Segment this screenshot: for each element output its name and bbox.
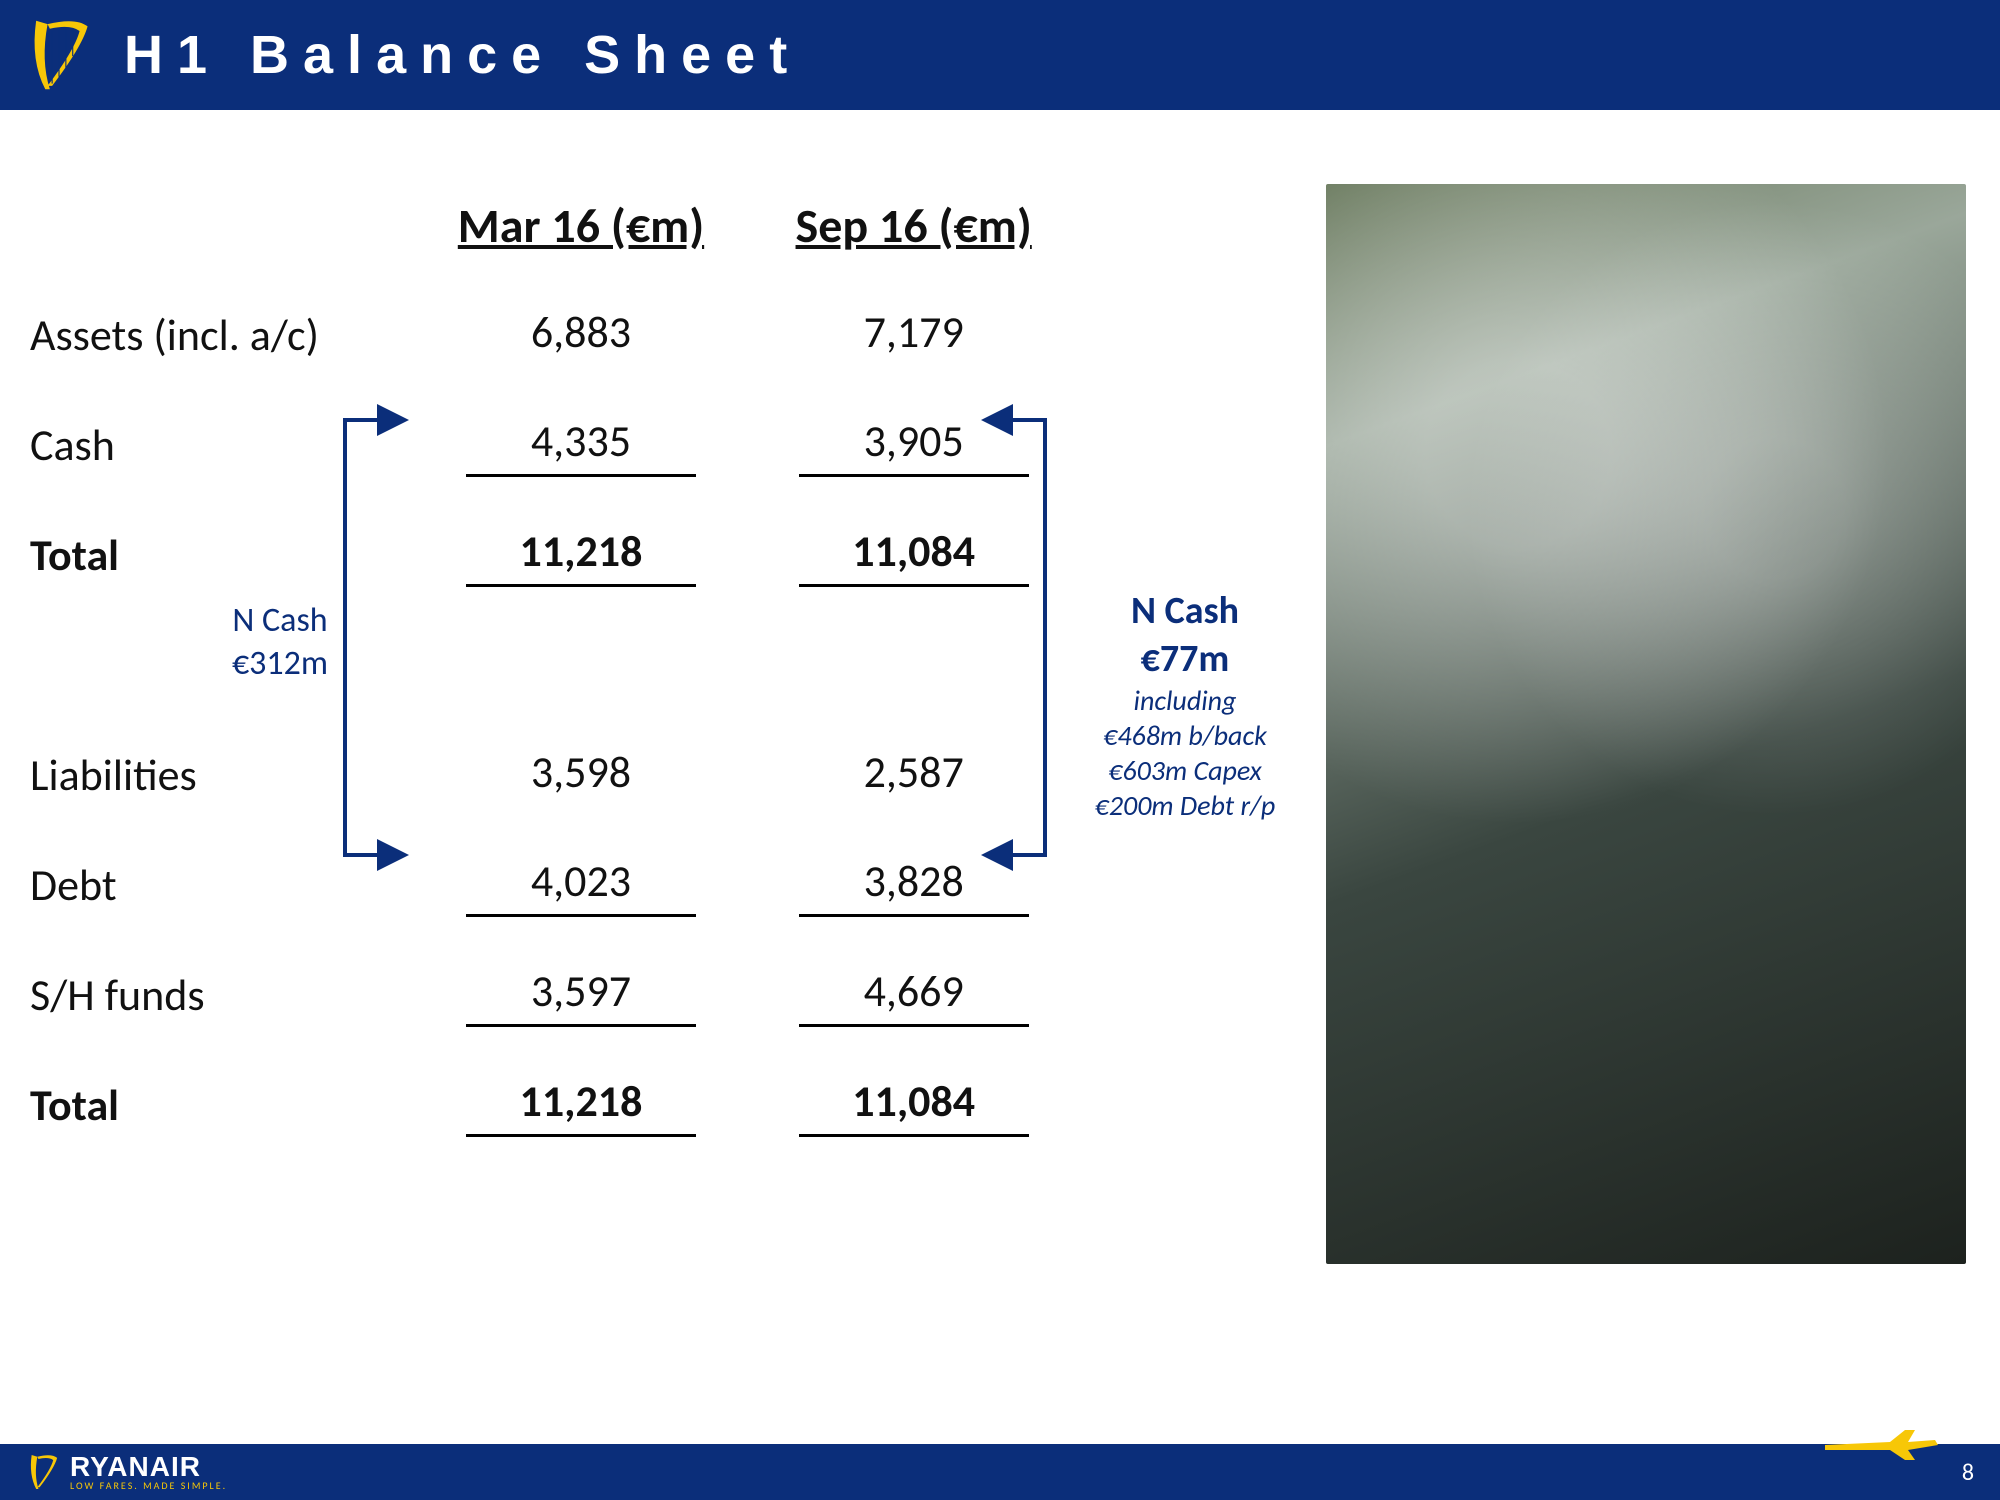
callout-text: €468m b/back [1070,718,1300,753]
row-label: Total [30,1050,415,1160]
header-bar: H1 Balance Sheet [0,0,2000,110]
callout-text: €603m Capex [1070,753,1300,788]
cell-value: 6,883 [415,280,748,390]
harp-icon [24,15,94,95]
callout-text: €77m [1070,636,1300,684]
row-label: Total [30,500,415,610]
cell-value: 7,179 [747,280,1080,390]
balance-sheet-table: Mar 16 (€m)Sep 16 (€m) Assets (incl. a/c)… [30,170,1080,1160]
brand-name: RYANAIR [70,1453,227,1481]
cell-value: 3,828 [747,830,1080,940]
row-label: Liabilities [30,720,415,830]
cell-value: 4,023 [415,830,748,940]
slide-title: H1 Balance Sheet [124,24,801,86]
row-label: Debt [30,830,415,940]
cell-value: 11,084 [747,500,1080,610]
footer-bar: RYANAIR LOW FARES. MADE SIMPLE. 8 [0,1444,2000,1500]
footer-logo: RYANAIR LOW FARES. MADE SIMPLE. [26,1452,227,1492]
cell-value: 4,669 [747,940,1080,1050]
cell-value: 11,084 [747,1050,1080,1160]
marketing-photo [1326,184,1966,1264]
row-label: S/H funds [30,940,415,1050]
callout-text: N Cash [1070,588,1300,636]
cell-value: 11,218 [415,500,748,610]
callout-text: including [1070,683,1300,718]
net-cash-right-callout: N Cash €77m including €468m b/back €603m… [1070,588,1300,823]
column-header: Mar 16 (€m) [415,170,748,280]
row-label: Cash [30,390,415,500]
cell-value: 3,597 [415,940,748,1050]
airplane-icon [1820,1420,1940,1460]
cell-value: 3,905 [747,390,1080,500]
page-number: 8 [1962,1458,1974,1487]
row-label: Assets (incl. a/c) [30,280,415,390]
cell-value: 3,598 [415,720,748,830]
cell-value: 2,587 [747,720,1080,830]
column-header-empty [30,170,415,280]
net-cash-left-callout: N Cash €312m [220,600,340,685]
cell-value: 11,218 [415,1050,748,1160]
spacer [415,610,748,720]
callout-text: N Cash [220,600,340,643]
harp-icon [26,1452,60,1492]
callout-text: €200m Debt r/p [1070,788,1300,823]
spacer [747,610,1080,720]
cell-value: 4,335 [415,390,748,500]
callout-text: €312m [220,643,340,686]
brand-tagline: LOW FARES. MADE SIMPLE. [70,1481,227,1491]
column-header: Sep 16 (€m) [747,170,1080,280]
